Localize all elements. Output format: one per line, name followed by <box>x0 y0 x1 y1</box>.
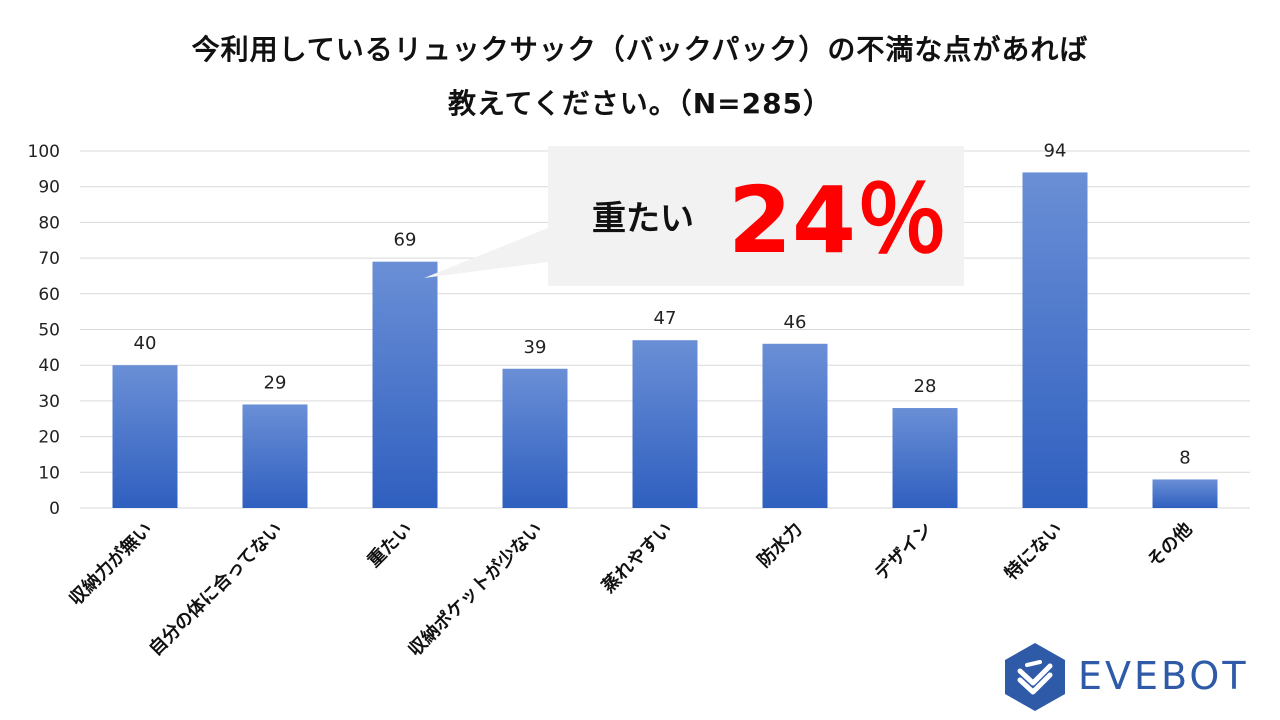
chart-title-line-2: 教えてください。（N=285） <box>447 87 833 120</box>
bar <box>372 261 438 508</box>
callout-pointer <box>424 228 548 278</box>
x-tick-label: 収納力が無い <box>65 518 157 610</box>
bar <box>762 343 828 508</box>
evebot-logo: EVEBOT <box>1000 640 1268 714</box>
data-label: 94 <box>1044 140 1067 161</box>
y-tick-label: 100 <box>28 142 60 162</box>
evebot-logo-icon <box>1005 643 1065 711</box>
bars <box>112 172 1218 509</box>
y-tick-label: 60 <box>38 285 60 305</box>
x-tick-label: 防水力 <box>753 518 807 572</box>
y-tick-label: 10 <box>38 463 60 483</box>
x-tick-label: 重たい <box>363 518 417 572</box>
data-label: 47 <box>654 308 677 329</box>
bar <box>502 368 568 508</box>
data-label: 29 <box>264 372 287 393</box>
x-tick-label: デザイン <box>870 518 936 584</box>
data-label: 46 <box>784 312 807 333</box>
x-tick-label: その他 <box>1143 518 1197 572</box>
data-label: 8 <box>1179 447 1190 468</box>
y-tick-label: 80 <box>38 213 60 233</box>
y-tick-label: 0 <box>49 499 60 519</box>
bar <box>632 340 698 508</box>
y-tick-label: 40 <box>38 356 60 376</box>
y-tick-label: 90 <box>38 178 60 198</box>
x-tick-label: 特にない <box>1000 518 1066 584</box>
data-label: 28 <box>914 376 937 397</box>
bar <box>112 365 178 508</box>
y-tick-label: 50 <box>38 321 60 341</box>
data-label: 69 <box>394 230 417 251</box>
data-label: 39 <box>524 337 547 358</box>
x-tick-label: 収納ポケットが少ない <box>404 518 547 661</box>
bar <box>892 408 958 508</box>
chart-title-line-1: 今利用しているリュックサック（バックパック）の不満な点があれば <box>191 33 1089 66</box>
bar <box>242 404 308 508</box>
y-tick-label: 70 <box>38 249 60 269</box>
x-tick-label: 自分の体に合ってない <box>144 518 286 660</box>
y-axis-tick-labels: 0 10 20 30 40 50 60 70 80 90 100 <box>28 142 60 519</box>
callout-label: 重たい <box>592 199 694 239</box>
callout-value: 24％ <box>728 167 948 274</box>
data-label: 40 <box>134 333 157 354</box>
evebot-logo-text: EVEBOT <box>1078 654 1249 698</box>
callout: 重たい 24％ <box>424 146 964 286</box>
callout-box <box>548 146 964 286</box>
y-tick-label: 20 <box>38 428 60 448</box>
x-tick-label: 蒸れやすい <box>598 519 676 597</box>
bar <box>1022 172 1088 509</box>
data-labels: 40 29 69 39 47 46 28 94 8 <box>134 140 1191 468</box>
y-tick-label: 30 <box>38 392 60 412</box>
bar <box>1152 479 1218 508</box>
